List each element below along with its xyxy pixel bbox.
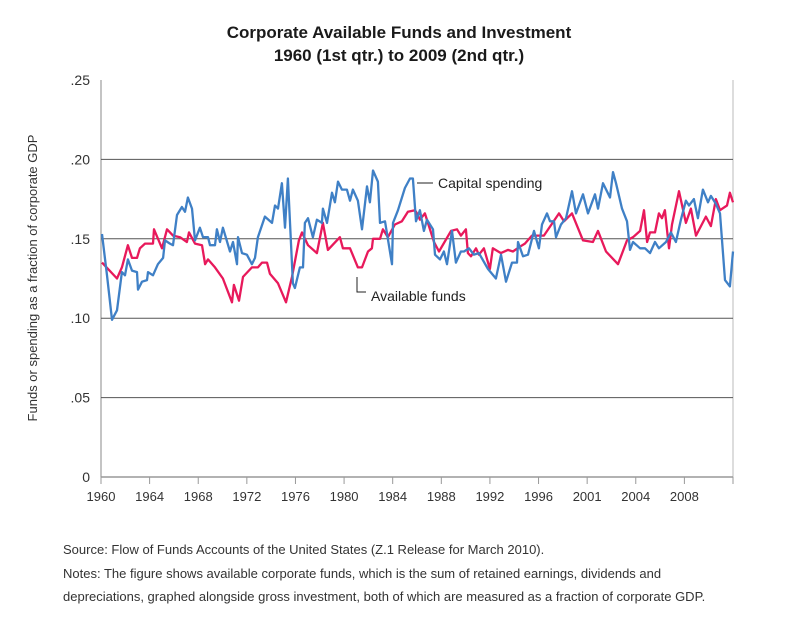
x-tick-label: 1968 xyxy=(184,489,213,504)
y-tick-label: .10 xyxy=(71,310,91,326)
y-tick-label: .05 xyxy=(71,390,91,406)
chart-subtitle: 1960 (1st qtr.) to 2009 (2nd qtr.) xyxy=(273,46,525,65)
capital-spending-annotation: Capital spending xyxy=(438,175,542,191)
x-tick-label: 1964 xyxy=(135,489,164,504)
notes-line-2: depreciations, graphed alongside gross i… xyxy=(63,589,706,604)
y-tick-label: 0 xyxy=(82,469,90,485)
available-funds-leader xyxy=(356,277,366,293)
y-tick-label: .25 xyxy=(71,72,91,88)
x-tick-label: 1996 xyxy=(524,489,553,504)
x-tick-label: 1988 xyxy=(427,489,456,504)
notes-line-1: Notes: The figure shows available corpor… xyxy=(63,566,662,581)
x-tick-label: 2004 xyxy=(621,489,650,504)
x-tick-label: 1980 xyxy=(330,489,359,504)
available-funds-annotation: Available funds xyxy=(371,288,466,304)
x-tick-label: 2008 xyxy=(670,489,699,504)
x-tick-label: 1960 xyxy=(87,489,116,504)
x-tick-label: 1984 xyxy=(378,489,407,504)
source-note: Source: Flow of Funds Accounts of the Un… xyxy=(63,542,545,557)
y-tick-label: .15 xyxy=(71,231,91,247)
x-tick-label: 1972 xyxy=(232,489,261,504)
x-tick-label: 2001 xyxy=(573,489,602,504)
y-axis-label: Funds or spending as a fraction of corpo… xyxy=(25,135,40,422)
x-tick-label: 1992 xyxy=(475,489,504,504)
capital-spending-line xyxy=(100,169,735,321)
chart-title: Corporate Available Funds and Investment xyxy=(226,23,572,42)
y-tick-label: .20 xyxy=(71,151,91,167)
x-tick-label: 1976 xyxy=(281,489,310,504)
